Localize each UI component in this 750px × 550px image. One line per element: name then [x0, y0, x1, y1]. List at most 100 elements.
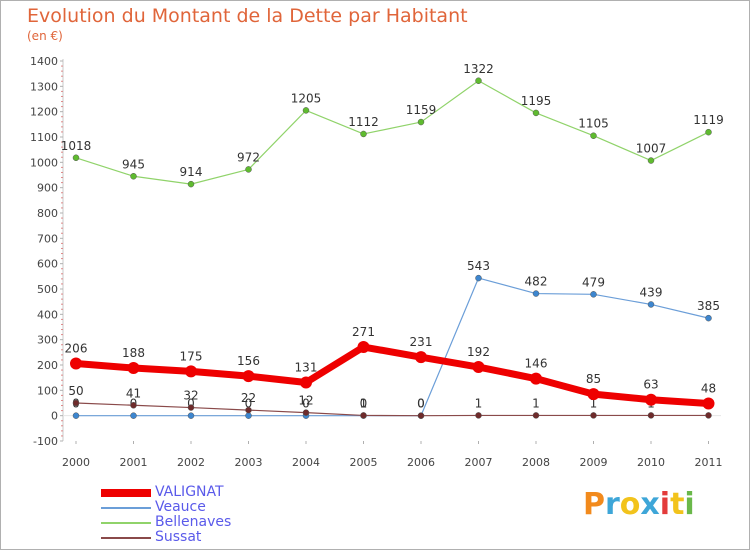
logo-letter: P: [583, 487, 605, 522]
y-tick-label: 1200: [30, 106, 58, 119]
y-tick-label: 400: [37, 308, 58, 321]
legend-swatch: [101, 537, 151, 539]
data-label-valignat: 188: [122, 346, 145, 360]
data-label-veauce: 0: [417, 397, 425, 411]
x-tick-label: 2011: [695, 456, 723, 469]
data-label-bellenaves: 972: [237, 150, 260, 164]
data-label-bellenaves: 914: [180, 165, 203, 179]
data-label-valignat: 192: [467, 345, 490, 359]
data-point-bellenaves: [245, 166, 252, 173]
data-point-valignat: [70, 357, 82, 370]
data-label-bellenaves: 1018: [61, 139, 92, 153]
data-point-veauce: [245, 412, 252, 419]
x-tick-label: 2000: [62, 456, 90, 469]
x-tick-label: 2001: [120, 456, 148, 469]
data-point-bellenaves: [72, 154, 80, 162]
data-label-bellenaves: 1322: [463, 62, 494, 76]
data-point-sussat: [590, 412, 597, 419]
x-tick-label: 2010: [637, 456, 665, 469]
y-tick-label: 200: [37, 359, 58, 372]
data-label-sussat: 1: [360, 396, 368, 410]
data-point-bellenaves: [475, 77, 482, 85]
data-label-valignat: 85: [586, 372, 601, 386]
data-point-valignat: [702, 397, 715, 410]
proxiti-logo: Proxiti: [583, 487, 695, 522]
logo-letter: r: [605, 487, 620, 522]
data-label-veauce: 543: [467, 259, 490, 273]
y-tick-label: 100: [37, 384, 58, 397]
data-label-valignat: 63: [643, 378, 658, 392]
data-label-bellenaves: 1195: [521, 94, 552, 108]
data-label-veauce: 0: [302, 397, 310, 411]
data-point-veauce: [532, 290, 540, 297]
data-label-sussat: 32: [183, 389, 198, 403]
x-tick-label: 2008: [522, 456, 550, 469]
logo-letter: i: [659, 487, 671, 522]
data-label-sussat: 22: [241, 391, 256, 405]
data-label-veauce: 385: [697, 299, 720, 313]
data-point-bellenaves: [360, 130, 367, 138]
data-point-veauce: [705, 314, 712, 322]
data-label-sussat: 50: [68, 384, 83, 398]
x-tick-label: 2005: [350, 456, 378, 469]
y-tick-label: 500: [37, 283, 58, 296]
legend-label: VALIGNAT: [155, 484, 224, 500]
data-label-veauce: 0: [360, 397, 368, 411]
data-label-bellenaves: 1112: [348, 115, 379, 129]
logo-letter: t: [670, 487, 685, 522]
logo-letter: x: [640, 487, 660, 522]
y-tick-label: -100: [33, 435, 58, 448]
data-label-bellenaves: 1105: [578, 117, 609, 131]
x-tick-label: 2003: [235, 456, 263, 469]
data-label-sussat: 1: [532, 396, 540, 410]
data-point-valignat: [127, 362, 140, 375]
data-point-valignat: [472, 361, 485, 374]
data-label-veauce: 0: [245, 397, 253, 411]
data-label-veauce: 439: [640, 285, 663, 299]
y-tick-label: 900: [37, 182, 58, 195]
data-label-valignat: 146: [525, 357, 548, 371]
data-point-bellenaves: [302, 107, 310, 114]
data-point-veauce: [187, 412, 195, 419]
legend-swatch: [101, 489, 151, 497]
data-label-valignat: 231: [410, 335, 433, 349]
data-label-sussat: 1: [475, 396, 483, 410]
data-point-sussat: [475, 412, 482, 419]
logo-letter: o: [619, 487, 641, 522]
y-tick-label: 0: [51, 410, 58, 423]
x-tick-label: 2006: [407, 456, 435, 469]
data-label-sussat: 41: [126, 386, 141, 400]
y-tick-label: 300: [37, 334, 58, 347]
data-point-bellenaves: [590, 132, 597, 139]
data-point-sussat: [417, 412, 425, 419]
legend-label: Sussat: [155, 529, 202, 545]
data-point-bellenaves: [647, 157, 655, 164]
data-point-bellenaves: [417, 118, 425, 126]
data-point-bellenaves: [130, 173, 137, 180]
data-point-bellenaves: [705, 128, 712, 136]
data-point-sussat: [130, 402, 137, 409]
data-point-valignat: [242, 370, 255, 383]
data-point-sussat: [72, 399, 80, 407]
data-point-sussat: [705, 412, 712, 419]
data-label-sussat: 12: [298, 394, 313, 408]
data-point-veauce: [130, 412, 137, 419]
chart-subtitle: (en €): [27, 29, 63, 43]
data-point-valignat: [185, 365, 197, 378]
data-label-bellenaves: 1119: [693, 113, 724, 127]
data-label-bellenaves: 1205: [291, 91, 322, 105]
legend-swatch: [101, 507, 151, 509]
data-point-valignat: [530, 372, 542, 385]
logo-letter: i: [684, 487, 695, 522]
y-tick-label: 1300: [30, 80, 58, 93]
series-line-bellenaves: [75, 80, 710, 185]
data-label-valignat: 175: [180, 349, 203, 363]
data-point-sussat: [647, 412, 655, 419]
data-point-sussat: [532, 412, 540, 419]
data-label-veauce: 479: [582, 275, 605, 289]
data-point-veauce: [475, 274, 482, 282]
data-label-valignat: 271: [352, 325, 375, 339]
data-point-sussat: [187, 404, 195, 411]
